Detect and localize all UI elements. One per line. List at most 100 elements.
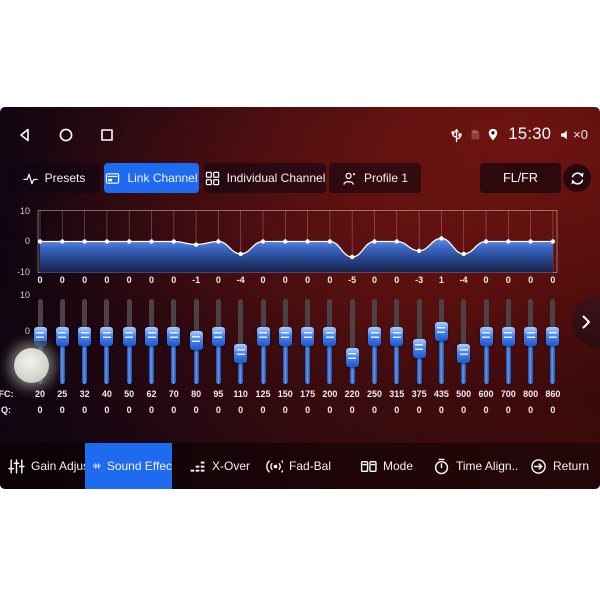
fc-value: 435: [433, 389, 449, 399]
fc-row: FC: 20 25 32 40 50 62 70 80 95 110 125 150 175 200 220…: [0, 389, 600, 402]
slider-scale-0: 0: [24, 326, 30, 336]
back-button[interactable]: [17, 127, 33, 143]
toolbar-sound-effec[interactable]: Sound Effec: [85, 443, 172, 489]
slider-handle-band-4[interactable]: [100, 326, 114, 346]
eq-curve-point[interactable]: [461, 251, 466, 257]
slider-handle-band-14[interactable]: [323, 326, 337, 346]
slider-handle-band-18[interactable]: [412, 339, 426, 359]
slider-handle-band-7[interactable]: [167, 326, 181, 346]
slider-track[interactable]: [461, 299, 467, 384]
gain-value: 0: [260, 275, 266, 285]
toolbar-fad-bal[interactable]: Fad-Bal: [266, 443, 331, 489]
eq-curve-point[interactable]: [350, 254, 355, 260]
slider-track-filled: [126, 336, 132, 384]
slider-track[interactable]: [238, 299, 244, 384]
eq-curve-point[interactable]: [506, 239, 511, 244]
slider-handle-band-23[interactable]: [524, 326, 538, 346]
eq-curve-point[interactable]: [439, 236, 444, 241]
clock: 15:30: [508, 125, 552, 143]
slider-handle-band-10[interactable]: [234, 343, 248, 363]
tab-presets[interactable]: Presets: [8, 163, 100, 193]
q-value: 0: [148, 405, 155, 415]
time-align-icon: [434, 458, 449, 474]
eq-curve-point[interactable]: [238, 251, 243, 257]
mute-indicator: ×0: [559, 127, 588, 142]
fc-value: 800: [523, 389, 539, 399]
handle-grip-lines: [415, 344, 424, 354]
recents-icon: [101, 129, 113, 141]
eq-curve-point[interactable]: [283, 239, 288, 244]
slider-track-filled: [260, 336, 266, 384]
gain-value: 0: [483, 275, 489, 285]
q-value: 0: [327, 405, 333, 415]
eq-curve-point[interactable]: [127, 239, 132, 244]
recents-button[interactable]: [99, 127, 115, 143]
slider-track[interactable]: [349, 299, 355, 384]
handle-grip-lines: [80, 331, 89, 341]
eq-curve-point[interactable]: [327, 239, 333, 244]
slider-handle-band-5[interactable]: [122, 326, 136, 346]
home-icon: [59, 128, 73, 142]
toolbar-mode[interactable]: Mode: [360, 443, 413, 489]
slider-handle-band-1[interactable]: [33, 326, 47, 346]
slider-track-filled: [238, 353, 244, 384]
fc-value: 700: [500, 389, 516, 399]
slider-handle-band-15[interactable]: [345, 348, 359, 367]
slider-handle-band-21[interactable]: [479, 326, 493, 346]
home-button[interactable]: [58, 127, 74, 143]
fl-fr-button[interactable]: FL/FR: [480, 163, 561, 193]
slider-handle-band-3[interactable]: [78, 326, 92, 346]
q-label: Q:: [1, 405, 11, 415]
eq-curve-point[interactable]: [260, 239, 266, 244]
toolbar-time-align-[interactable]: Time Align..: [433, 443, 518, 489]
toolbar-x-over[interactable]: X-Over: [189, 443, 250, 489]
slider-handle-band-24[interactable]: [546, 326, 560, 346]
eq-curve-point[interactable]: [550, 239, 556, 244]
toolbar-label: X-Over: [212, 459, 251, 473]
eq-curve-point[interactable]: [171, 239, 176, 244]
handle-grip-lines: [169, 331, 178, 341]
eq-curve-point[interactable]: [216, 239, 221, 244]
eq-curve-point[interactable]: [416, 248, 422, 253]
toolbar-gain-adjus-[interactable]: Gain Adjus..: [8, 443, 96, 489]
slider-handle-band-11[interactable]: [256, 326, 270, 346]
eq-curve-point[interactable]: [193, 242, 199, 247]
handle-grip-lines: [303, 331, 312, 341]
eq-curve-graph[interactable]: [0, 207, 600, 277]
eq-curve-point[interactable]: [305, 239, 310, 244]
slider-handle-band-17[interactable]: [390, 326, 404, 346]
eq-curve-point[interactable]: [60, 239, 65, 244]
slider-handle-band-6[interactable]: [145, 326, 158, 346]
gain-value: -3: [415, 275, 424, 285]
eq-curve-point[interactable]: [37, 239, 43, 244]
fad-bal-icon: [266, 459, 283, 473]
tab-individual-channel[interactable]: Individual Channel: [204, 163, 326, 193]
eq-curve-point[interactable]: [372, 239, 377, 244]
tab-link-channel[interactable]: Link Channel: [104, 163, 199, 193]
gain-value: 0: [171, 275, 177, 285]
eq-curve-point[interactable]: [82, 239, 87, 244]
slider-handle-band-8[interactable]: [189, 330, 203, 350]
slider-handle-band-19[interactable]: [434, 322, 448, 342]
eq-curve-point[interactable]: [149, 239, 154, 244]
eq-curve-point[interactable]: [483, 239, 489, 244]
toolbar-label: Fad-Bal: [289, 459, 332, 473]
slider-handle-band-2[interactable]: [55, 326, 69, 346]
eq-curve-point[interactable]: [528, 239, 533, 244]
eq-curve-point[interactable]: [104, 239, 110, 244]
slider-track-filled: [104, 336, 110, 384]
slider-handle-band-13[interactable]: [301, 326, 315, 346]
slider-handle-band-22[interactable]: [501, 326, 515, 346]
floating-knob-button[interactable]: [14, 348, 49, 383]
tab-profile-1[interactable]: Profile 1: [329, 163, 421, 193]
slider-handle-band-16[interactable]: [368, 326, 381, 346]
slider-handle-band-9[interactable]: [211, 326, 225, 346]
toolbar-return[interactable]: Return: [530, 443, 589, 489]
mute-count: ×0: [573, 127, 588, 142]
slider-handle-band-20[interactable]: [457, 343, 471, 363]
slider-handle-band-12[interactable]: [278, 326, 292, 346]
refresh-button[interactable]: [563, 164, 591, 192]
q-value: 0: [37, 405, 43, 415]
eq-curve-point[interactable]: [394, 239, 399, 244]
toolbar-label: Mode: [383, 459, 414, 473]
